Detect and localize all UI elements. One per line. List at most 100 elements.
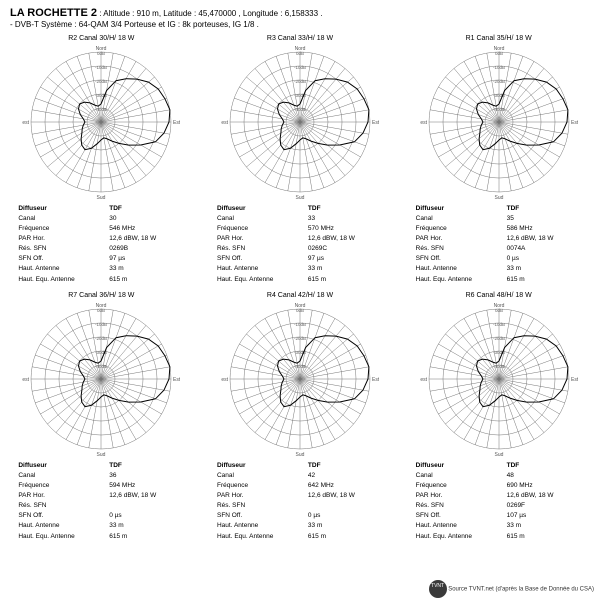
tdf-label: TDF (308, 462, 383, 470)
svg-text:-10dB: -10dB (493, 65, 505, 70)
sfn-label: SFN Off. (18, 512, 107, 520)
panel-R1: R1 Canal 35/H/ 18 W-40dB-30dB-20dB-10dB0… (401, 33, 596, 286)
tdf-label: TDF (109, 205, 184, 213)
panel-grid: R2 Canal 30/H/ 18 W-40dB-30dB-20dB-10dB0… (0, 33, 600, 547)
equ-val: 615 m (109, 276, 184, 284)
spec-table-R6: DiffuseurTDF Canal48 Fréquence690 MHz PA… (414, 460, 584, 543)
equ-val: 615 m (109, 533, 184, 541)
canal-val: 36 (109, 472, 184, 480)
diff-label: Diffuseur (18, 462, 107, 470)
haut-label: Haut. Antenne (217, 265, 306, 273)
freq-val: 594 MHz (109, 482, 184, 490)
equ-label: Haut. Equ. Antenne (217, 533, 306, 541)
canal-val: 35 (507, 215, 582, 223)
tvnt-badge: TVNT (429, 580, 447, 598)
res-val (109, 502, 184, 510)
svg-text:Ouest: Ouest (420, 120, 428, 126)
par-val: 12,6 dBW, 18 W (308, 492, 383, 500)
freq-label: Fréquence (416, 225, 505, 233)
haut-val: 33 m (507, 522, 582, 530)
diff-label: Diffuseur (217, 205, 306, 213)
sfn-label: SFN Off. (217, 512, 306, 520)
svg-text:Nord: Nord (96, 46, 107, 52)
freq-label: Fréquence (18, 482, 107, 490)
haut-label: Haut. Antenne (416, 265, 505, 273)
svg-text:Sud: Sud (296, 452, 305, 458)
svg-text:Ouest: Ouest (420, 377, 428, 383)
svg-text:-10dB: -10dB (493, 322, 505, 327)
haut-val: 33 m (308, 265, 383, 273)
sfn-val: 0 µs (308, 512, 383, 520)
svg-text:-20dB: -20dB (493, 79, 505, 84)
svg-text:Est: Est (372, 120, 379, 126)
par-label: PAR Hor. (18, 235, 107, 243)
par-val: 12,6 dBW, 18 W (308, 235, 383, 243)
svg-text:-40dB: -40dB (95, 107, 107, 112)
svg-text:Est: Est (372, 377, 379, 383)
page-title: LA ROCHETTE 2 (10, 7, 97, 19)
svg-text:Est: Est (173, 120, 180, 126)
haut-label: Haut. Antenne (18, 522, 107, 530)
diff-label: Diffuseur (18, 205, 107, 213)
par-val: 12,6 dBW, 18 W (507, 492, 582, 500)
panel-title-R6: R6 Canal 48/H/ 18 W (466, 292, 532, 299)
svg-text:-20dB: -20dB (294, 336, 306, 341)
haut-val: 33 m (507, 265, 582, 273)
svg-text:Ouest: Ouest (221, 377, 229, 383)
sfn-label: SFN Off. (416, 512, 505, 520)
equ-val: 615 m (308, 533, 383, 541)
canal-label: Canal (18, 215, 107, 223)
svg-text:-10dB: -10dB (294, 322, 306, 327)
spec-table-R3: DiffuseurTDF Canal33 Fréquence570 MHz PA… (215, 203, 385, 286)
sfn-val: 0 µs (507, 255, 582, 263)
footer: TVNT Source TVNT.net (d'après la Base de… (429, 580, 594, 598)
svg-text:Nord: Nord (96, 303, 107, 309)
svg-text:Est: Est (571, 120, 578, 126)
sfn-val: 0 µs (109, 512, 184, 520)
equ-label: Haut. Equ. Antenne (217, 276, 306, 284)
footer-text: Source TVNT.net (d'après la Base de Donn… (448, 587, 594, 593)
svg-text:Ouest: Ouest (22, 377, 30, 383)
canal-val: 33 (308, 215, 383, 223)
svg-text:Sud: Sud (97, 195, 106, 201)
diff-label: Diffuseur (416, 205, 505, 213)
svg-text:-40dB: -40dB (294, 364, 306, 369)
diff-label: Diffuseur (416, 462, 505, 470)
polar-chart-R3: -40dB-30dB-20dB-10dB0dBNordSudEstOuest (221, 43, 379, 201)
polar-chart-R1: -40dB-30dB-20dB-10dB0dBNordSudEstOuest (420, 43, 578, 201)
freq-val: 546 MHz (109, 225, 184, 233)
canal-label: Canal (217, 215, 306, 223)
svg-text:-20dB: -20dB (493, 336, 505, 341)
par-label: PAR Hor. (18, 492, 107, 500)
panel-R2: R2 Canal 30/H/ 18 W-40dB-30dB-20dB-10dB0… (4, 33, 199, 286)
svg-text:Nord: Nord (493, 303, 504, 309)
sfn-label: SFN Off. (416, 255, 505, 263)
equ-val: 615 m (507, 533, 582, 541)
res-val: 0074A (507, 245, 582, 253)
par-label: PAR Hor. (416, 492, 505, 500)
par-val: 12,6 dBW, 18 W (109, 492, 184, 500)
haut-val: 33 m (109, 522, 184, 530)
res-label: Rés. SFN (18, 245, 107, 253)
spec-table-R7: DiffuseurTDF Canal36 Fréquence594 MHz PA… (16, 460, 186, 543)
par-label: PAR Hor. (217, 235, 306, 243)
polar-chart-R4: -40dB-30dB-20dB-10dB0dBNordSudEstOuest (221, 300, 379, 458)
tdf-label: TDF (308, 205, 383, 213)
sfn-label: SFN Off. (18, 255, 107, 263)
equ-label: Haut. Equ. Antenne (416, 276, 505, 284)
par-val: 12,6 dBW, 18 W (109, 235, 184, 243)
panel-title-R4: R4 Canal 42/H/ 18 W (267, 292, 333, 299)
panel-R6: R6 Canal 48/H/ 18 W-40dB-30dB-20dB-10dB0… (401, 290, 596, 543)
spec-table-R4: DiffuseurTDF Canal42 Fréquence642 MHz PA… (215, 460, 385, 543)
diff-label: Diffuseur (217, 462, 306, 470)
svg-text:Nord: Nord (295, 46, 306, 52)
polar-chart-R6: -40dB-30dB-20dB-10dB0dBNordSudEstOuest (420, 300, 578, 458)
svg-text:-20dB: -20dB (294, 79, 306, 84)
res-val: 0269C (308, 245, 383, 253)
svg-text:Nord: Nord (295, 303, 306, 309)
svg-text:Ouest: Ouest (22, 120, 30, 126)
tdf-label: TDF (507, 462, 582, 470)
svg-text:-20dB: -20dB (95, 336, 107, 341)
res-val (308, 502, 383, 510)
panel-R7: R7 Canal 36/H/ 18 W-40dB-30dB-20dB-10dB0… (4, 290, 199, 543)
